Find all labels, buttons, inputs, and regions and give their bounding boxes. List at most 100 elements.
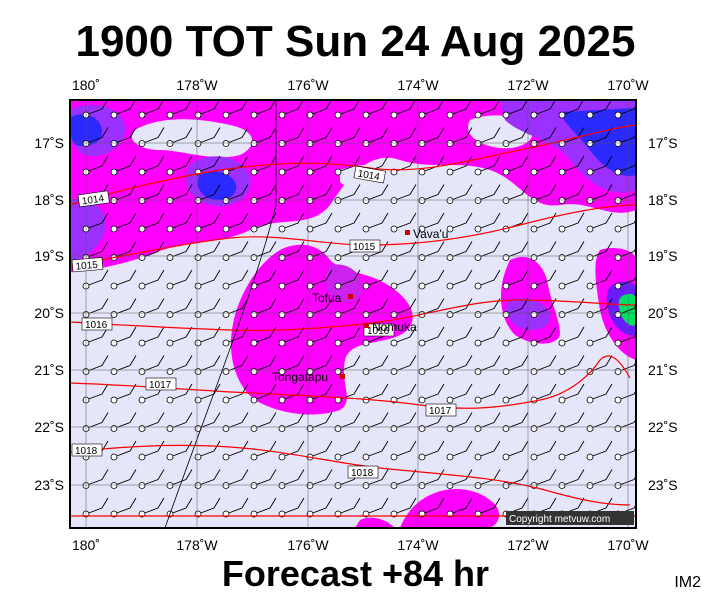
wind-barb-station	[250, 254, 258, 261]
wind-barb-station	[250, 339, 258, 347]
wind-barb	[449, 298, 473, 315]
lon-label: 172˚W	[507, 537, 549, 553]
wind-barb-station	[306, 282, 314, 290]
wind-barb-station	[446, 396, 454, 404]
wind-barb	[169, 100, 192, 116]
wind-barb	[113, 469, 137, 486]
wind-barb	[505, 269, 529, 287]
wind-barb	[337, 212, 361, 230]
wind-barb-station	[250, 140, 258, 147]
wind-barb-station	[474, 368, 482, 375]
wind-barb-station	[446, 111, 454, 119]
wind-barb	[421, 212, 445, 230]
wind-barb	[365, 383, 389, 401]
wind-barb	[449, 412, 473, 429]
wind-barb-station	[474, 282, 482, 290]
map-frame	[69, 99, 637, 529]
wind-barb	[477, 100, 500, 116]
wind-barb	[225, 469, 249, 486]
wind-barb-station	[530, 111, 538, 119]
wind-barb-station	[390, 339, 398, 347]
wind-barb-station	[334, 482, 342, 489]
wind-barb	[281, 440, 305, 458]
wind-barb-station	[558, 168, 566, 176]
wind-barb-station	[194, 282, 202, 290]
wind-barb	[589, 241, 613, 258]
wind-barb-station	[614, 368, 622, 375]
wind-barb-station	[614, 453, 622, 461]
wind-barb-station	[362, 482, 370, 489]
isobar-label: 1014	[81, 193, 105, 207]
wind-barb-station	[530, 254, 538, 261]
wind-barb	[169, 497, 193, 515]
wind-barb	[85, 155, 109, 173]
wind-barb	[449, 355, 473, 372]
wind-barb-station	[362, 225, 370, 233]
wind-barb-station	[530, 140, 538, 147]
lat-label: 20˚S	[34, 305, 64, 321]
wind-barb	[225, 184, 249, 201]
wind-barb	[169, 469, 193, 486]
wind-barb-station	[558, 197, 566, 204]
lat-label: 23˚S	[34, 477, 64, 493]
lat-label: 17˚S	[34, 135, 64, 151]
wind-barb	[393, 412, 417, 429]
wind-barb	[197, 497, 221, 515]
wind-barb-station	[166, 140, 174, 147]
wind-barb-station	[222, 368, 230, 375]
wind-barb	[477, 298, 501, 315]
wind-barb-station	[138, 168, 146, 176]
wind-barb	[365, 469, 389, 486]
lat-label: 18˚S	[34, 192, 64, 208]
wind-barb-station	[390, 197, 398, 204]
wind-barb	[561, 412, 585, 429]
wind-barb	[225, 440, 249, 458]
wind-barb-station	[362, 282, 370, 290]
wind-barb	[505, 155, 529, 173]
lat-label: 21˚S	[648, 362, 678, 378]
wind-barb-station	[558, 425, 566, 432]
wind-barb-station	[138, 254, 146, 261]
lon-label: 176˚W	[287, 537, 329, 553]
wind-barb-station	[166, 396, 174, 404]
wind-barb	[589, 440, 613, 458]
wind-barb-station	[474, 254, 482, 261]
wind-barb	[253, 100, 276, 116]
wind-barb-station	[530, 311, 538, 318]
lat-label: 23˚S	[648, 477, 678, 493]
wind-barb-station	[334, 311, 342, 318]
wind-barb-station	[474, 140, 482, 147]
wind-barb	[197, 127, 221, 144]
place-marker	[364, 323, 369, 328]
wind-barb-station	[250, 168, 258, 176]
wind-barb-station	[110, 482, 118, 489]
wind-barb	[365, 184, 389, 201]
wind-barb	[533, 127, 557, 144]
wind-barb-station	[362, 368, 370, 375]
wind-barb-station	[138, 425, 146, 432]
wind-barb	[85, 269, 109, 287]
wind-barb	[421, 440, 445, 458]
wind-barb	[253, 241, 277, 258]
wind-barb-station	[586, 254, 594, 261]
wind-barb-station	[586, 311, 594, 318]
wind-barb	[225, 127, 249, 144]
wind-barb-station	[334, 396, 342, 404]
wind-barb-station	[222, 339, 230, 347]
wind-barb-station	[138, 453, 146, 461]
wind-barb	[449, 241, 473, 258]
wind-barb-station	[194, 453, 202, 461]
wind-barb	[477, 440, 501, 458]
wind-barb-station	[334, 254, 342, 261]
rain-purple-east	[506, 298, 551, 330]
wind-barb	[85, 469, 109, 486]
wind-barb-station	[110, 453, 118, 461]
wind-barb	[113, 412, 137, 429]
wind-barb	[281, 412, 305, 429]
wind-barb-station	[250, 311, 258, 318]
wind-barb-station	[222, 225, 230, 233]
isobar-label: 1018	[351, 468, 374, 479]
place-label-vavau: Vava'u	[413, 227, 448, 241]
wind-barb-station	[278, 111, 286, 119]
wind-barb-station	[306, 111, 314, 119]
